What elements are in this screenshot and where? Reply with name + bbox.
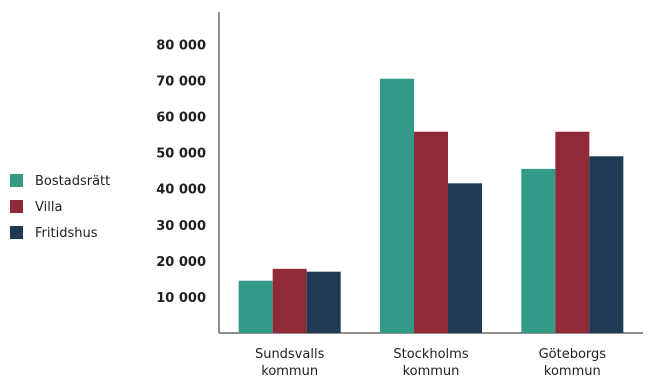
legend-swatch: [10, 174, 23, 187]
y-axis-tick-labels: 10 000 20 000 30 000 40 000 50 000 60 000 70 0…: [156, 38, 206, 305]
y-tick-label: 70 000: [156, 75, 206, 90]
y-tick-label: 10 000: [156, 291, 206, 306]
bar-bostadsr-tt-0: [238, 280, 273, 333]
y-tick-label: 50 000: [156, 147, 206, 162]
x-category-label: Sundsvalls: [255, 347, 325, 362]
bar-fritidshus-1: [448, 183, 482, 333]
y-tick-label: 60 000: [156, 111, 206, 126]
x-category-label: Stockholms: [393, 347, 468, 362]
legend: Bostadsrätt Villa Fritidshus: [10, 174, 110, 241]
bar-bostadsr-tt-1: [380, 78, 414, 333]
bar-fritidshus-2: [589, 156, 624, 333]
y-tick-label: 30 000: [156, 219, 206, 234]
y-tick-label: 40 000: [156, 183, 206, 198]
bar-fritidshus-0: [306, 271, 341, 333]
bar-bostadsr-tt-2: [521, 168, 556, 333]
bar-villa-0: [272, 268, 307, 333]
x-category-label: kommun: [403, 364, 460, 379]
legend-swatch: [10, 200, 23, 213]
bar-villa-2: [555, 131, 590, 333]
x-category-label: Göteborgs: [539, 347, 607, 362]
legend-swatch: [10, 226, 23, 239]
y-tick-label: 80 000: [156, 38, 206, 53]
bar-villa-1: [414, 131, 448, 333]
x-category-label: kommun: [544, 364, 601, 379]
bars: [238, 78, 624, 333]
y-tick-label: 20 000: [156, 255, 206, 270]
x-category-label: kommun: [261, 364, 318, 379]
x-axis-category-labels: Sundsvalls kommun Stockholms kommun Göteborg…: [255, 347, 606, 379]
legend-label: Bostadsrätt: [35, 174, 110, 189]
legend-label: Fritidshus: [35, 226, 98, 241]
legend-label: Villa: [35, 200, 62, 215]
